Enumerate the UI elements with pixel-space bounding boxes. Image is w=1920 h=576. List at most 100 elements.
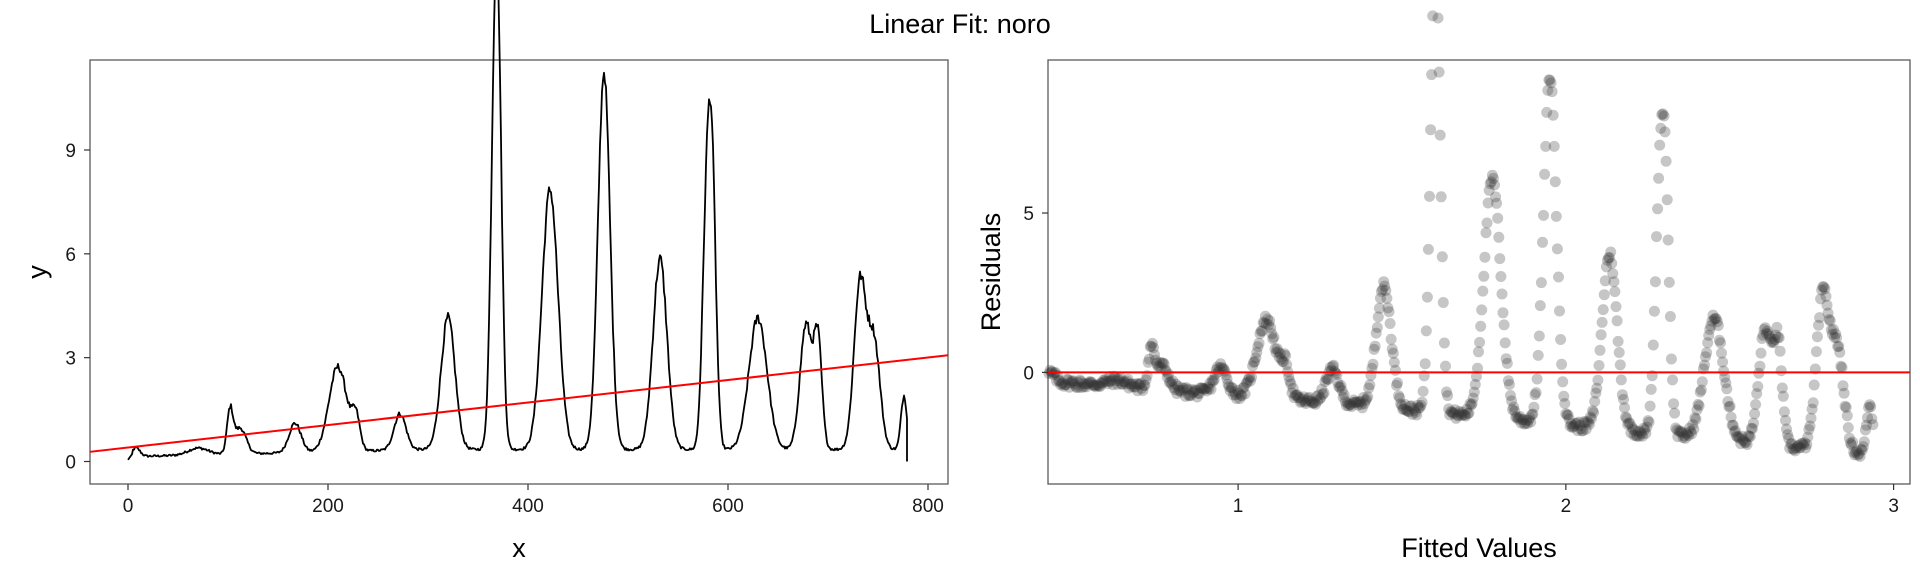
residual-point — [1352, 399, 1364, 411]
residual-point — [1499, 337, 1511, 349]
residual-point — [1192, 387, 1204, 399]
residual-point — [1120, 378, 1132, 390]
residual-point — [1300, 398, 1312, 409]
residual-point — [1377, 284, 1389, 295]
residual-point — [1686, 428, 1698, 440]
residual-point — [1349, 396, 1361, 408]
residual-point — [1437, 297, 1449, 308]
left-y-tick-label: 3 — [65, 349, 76, 370]
residual-point — [1863, 402, 1875, 413]
residual-point — [1558, 390, 1570, 402]
residual-point — [1065, 375, 1077, 387]
residual-point — [1845, 437, 1856, 449]
residual-point — [1443, 403, 1455, 415]
residual-point — [1262, 313, 1273, 325]
residual-point — [1473, 346, 1484, 358]
residual-point — [1053, 375, 1065, 387]
residual-point — [1709, 312, 1721, 324]
residual-point — [1136, 382, 1148, 394]
residual-point — [1517, 413, 1529, 425]
residual-point — [1603, 252, 1614, 264]
residual-point — [1821, 299, 1833, 311]
residual-point — [1110, 375, 1122, 387]
residual-point — [1750, 399, 1762, 410]
residual-point — [1369, 340, 1381, 352]
residual-point — [1438, 337, 1450, 349]
residual-point — [1543, 74, 1555, 86]
residual-point — [1659, 126, 1671, 138]
residual-point — [1260, 318, 1272, 330]
residual-point — [1655, 122, 1667, 134]
residual-point — [1866, 413, 1878, 425]
residual-point — [1204, 377, 1216, 389]
right-x-tick-label: 3 — [1888, 496, 1899, 517]
residual-point — [1456, 410, 1467, 421]
residual-point — [1695, 384, 1707, 396]
residual-point — [1135, 377, 1147, 389]
residual-point — [1838, 387, 1850, 399]
residual-point — [1381, 292, 1393, 304]
residual-point — [1137, 385, 1149, 397]
residual-point — [1343, 400, 1354, 412]
residual-point — [1513, 412, 1525, 424]
residual-point — [1333, 381, 1345, 393]
residual-point — [1263, 319, 1275, 331]
residual-point — [1741, 439, 1753, 450]
residual-point — [1846, 439, 1857, 451]
residual-point — [1854, 450, 1866, 462]
residual-point — [1540, 140, 1552, 152]
residual-point — [1802, 431, 1814, 443]
residual-point — [1738, 435, 1750, 447]
residual-point — [1508, 401, 1520, 413]
residual-point — [1719, 371, 1731, 383]
residual-point — [1167, 375, 1179, 387]
residual-point — [1819, 283, 1831, 295]
residual-point — [1179, 390, 1191, 402]
residual-point — [1441, 386, 1452, 398]
residual-point — [1581, 415, 1593, 427]
residual-point — [1348, 394, 1360, 406]
residual-point — [1740, 436, 1752, 448]
residual-point — [1525, 416, 1537, 428]
residual-point — [1453, 406, 1465, 417]
residual-point — [1363, 382, 1375, 394]
residual-point — [1680, 427, 1692, 439]
residual-point — [1077, 377, 1089, 389]
residual-point — [1460, 410, 1472, 422]
residual-point — [1173, 385, 1185, 397]
residual-point — [1570, 418, 1581, 429]
residual-point — [1114, 371, 1126, 383]
residual-point — [1480, 227, 1492, 239]
residual-point — [1432, 12, 1444, 24]
residual-point — [1519, 417, 1531, 429]
residual-point — [1614, 359, 1626, 371]
residual-point — [1546, 86, 1558, 98]
residual-point — [1582, 417, 1594, 428]
residual-point — [1383, 306, 1395, 318]
residual-point — [1769, 334, 1781, 345]
residual-point — [1116, 378, 1127, 390]
residual-point — [1609, 286, 1621, 298]
residual-point — [1366, 362, 1378, 374]
residual-point — [1249, 356, 1261, 368]
residual-point — [1535, 277, 1547, 289]
residual-point — [1202, 381, 1214, 393]
residual-point — [1304, 395, 1316, 407]
residual-point — [1661, 194, 1673, 206]
residual-point — [1195, 382, 1207, 394]
residual-point — [1579, 417, 1591, 429]
residual-point — [1757, 329, 1769, 341]
residual-point — [1129, 381, 1141, 393]
residual-point — [1688, 423, 1700, 435]
residual-point — [1630, 430, 1642, 442]
residual-point — [1242, 374, 1254, 386]
residual-point — [1565, 418, 1577, 430]
residual-point — [1273, 351, 1285, 363]
residual-point — [1146, 337, 1158, 349]
right-panel: 1 2 3 0 5 Fitted Values Residuals — [976, 10, 1911, 563]
right-x-tick-label: 1 — [1233, 496, 1244, 517]
residual-point — [1149, 349, 1160, 361]
residual-point — [1087, 379, 1099, 391]
residual-point — [1241, 376, 1253, 388]
residual-point — [1169, 384, 1181, 396]
